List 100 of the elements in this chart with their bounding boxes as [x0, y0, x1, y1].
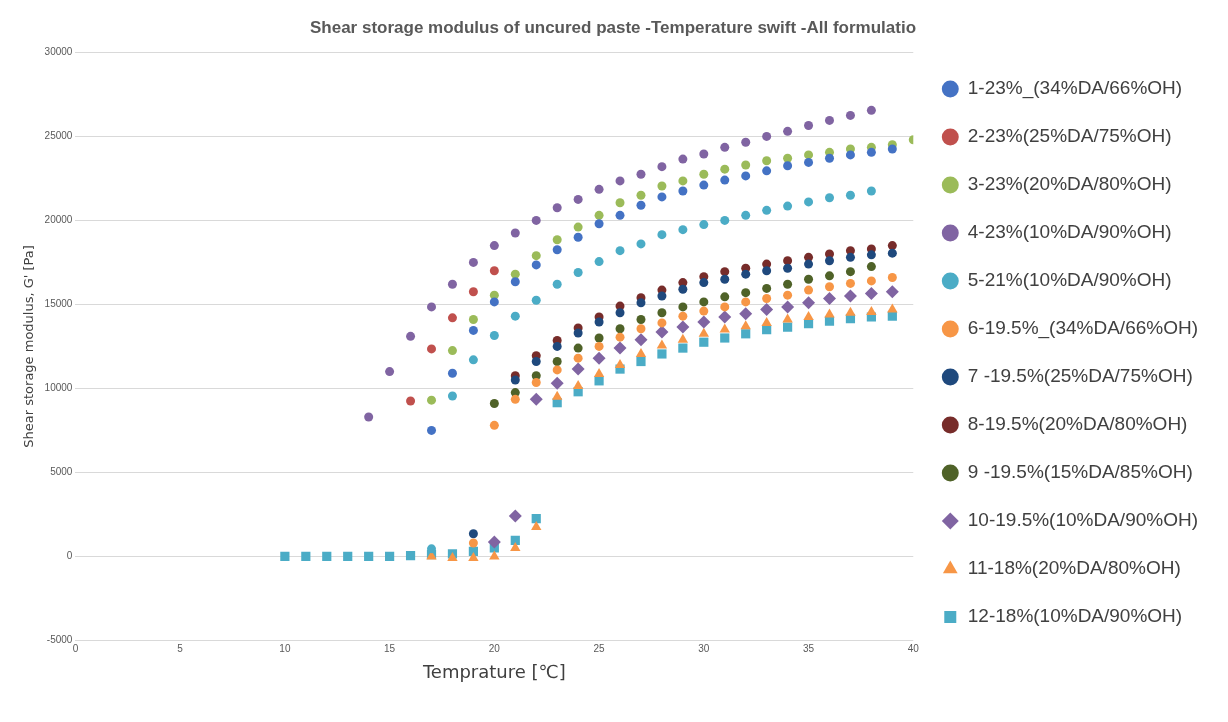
x-tick-label: 25	[593, 643, 606, 655]
point	[720, 215, 730, 225]
point	[531, 251, 541, 261]
legend-label: 9 -19.5%(15%DA/85%OH)	[967, 461, 1193, 483]
point	[636, 315, 646, 325]
x-tick-label: 10	[279, 643, 291, 655]
point	[552, 279, 562, 289]
point	[824, 308, 835, 318]
point	[552, 235, 562, 245]
point	[866, 186, 876, 196]
x-tick-label: 5	[177, 643, 184, 655]
point	[405, 550, 416, 561]
y-tick-label: 10000	[44, 382, 73, 394]
point	[804, 157, 814, 167]
point	[864, 286, 878, 300]
point	[845, 110, 855, 120]
point	[887, 311, 897, 321]
point	[427, 302, 437, 312]
point	[427, 544, 437, 554]
legend-label: 11-18%(20%DA/80%OH)	[967, 557, 1181, 579]
y-tick-label: 15000	[44, 298, 73, 310]
point	[678, 284, 688, 294]
point	[510, 277, 520, 287]
point	[845, 252, 855, 262]
point	[887, 248, 897, 258]
point	[531, 514, 541, 524]
point	[634, 333, 648, 347]
point	[720, 175, 730, 185]
point	[594, 219, 604, 229]
point	[720, 267, 730, 277]
y-tick-label: -5000	[46, 634, 73, 646]
point	[489, 330, 499, 340]
point	[676, 320, 690, 334]
x-tick-label: 15	[384, 643, 396, 655]
point	[887, 144, 897, 154]
point	[803, 311, 814, 320]
point	[804, 120, 814, 130]
point	[489, 399, 499, 409]
y-tick-label: 5000	[50, 466, 73, 478]
legend-label: 1-23%_(34%DA/66%OH)	[967, 77, 1183, 100]
point	[699, 149, 709, 159]
point	[720, 164, 730, 174]
point	[887, 241, 897, 251]
legend-label: 12-18%(10%DA/90%OH)	[967, 605, 1183, 627]
legend-label: 5-21%(10%DA/90%OH)	[967, 269, 1172, 291]
point	[636, 239, 646, 249]
point	[825, 115, 834, 125]
point	[572, 379, 584, 389]
point	[385, 367, 395, 377]
point	[657, 192, 667, 202]
point	[322, 551, 332, 561]
point	[699, 180, 709, 190]
point	[741, 210, 751, 220]
legend-label: 7 -19.5%(25%DA/75%OH)	[967, 365, 1193, 387]
point	[719, 323, 730, 333]
point	[782, 313, 793, 323]
legend-label: 4-23%(10%DA/90%OH)	[967, 221, 1172, 243]
point	[510, 311, 520, 321]
point	[698, 327, 710, 337]
x-tick-label: 20	[488, 643, 501, 655]
point	[427, 395, 437, 405]
point	[699, 306, 709, 316]
point	[636, 169, 646, 179]
point	[657, 349, 667, 359]
point	[866, 262, 876, 272]
point	[510, 542, 521, 551]
point	[447, 368, 457, 378]
point	[615, 198, 625, 208]
point	[720, 302, 730, 312]
point	[845, 190, 855, 200]
point	[636, 324, 646, 334]
point	[741, 160, 751, 170]
point	[447, 346, 457, 356]
point	[573, 232, 583, 242]
point	[510, 228, 520, 238]
point	[468, 529, 478, 539]
point	[866, 105, 876, 115]
point	[594, 257, 604, 267]
point	[885, 285, 899, 299]
point	[489, 241, 499, 251]
point	[468, 538, 478, 548]
point	[804, 285, 814, 295]
point	[468, 325, 478, 335]
point	[699, 220, 709, 230]
point	[406, 396, 416, 406]
point	[887, 273, 897, 283]
point	[741, 329, 751, 339]
point	[720, 333, 730, 343]
point	[636, 298, 646, 308]
point	[783, 279, 793, 289]
point	[573, 267, 583, 277]
point	[762, 131, 772, 141]
point	[550, 376, 564, 390]
point	[447, 313, 457, 323]
point	[783, 322, 793, 332]
legend-label: 8-19.5%(20%DA/80%OH)	[967, 413, 1188, 435]
point	[468, 287, 478, 297]
point	[552, 341, 562, 351]
point	[783, 153, 793, 163]
y-axis-title: Shear storage modulus, G' [Pa]	[21, 245, 37, 448]
